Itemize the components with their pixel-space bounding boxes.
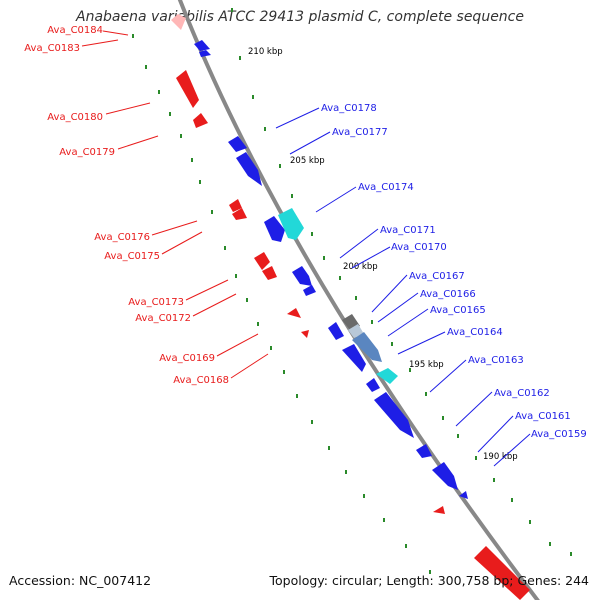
gene-arrow-reverse [176,70,199,108]
gene-arrow-reverse [254,252,270,270]
gene-arrow-reverse [229,199,242,212]
gene-label-forward[interactable]: Ava_C0166 [420,289,476,300]
gene-label-forward[interactable]: Ava_C0177 [332,127,388,138]
gene-arrow-forward [376,368,398,384]
gene-arrow-forward [199,50,211,57]
gene-label-forward[interactable]: Ava_C0174 [358,182,414,193]
gene-label-forward[interactable]: Ava_C0162 [494,388,550,399]
gene-label-forward[interactable]: Ava_C0170 [391,242,447,253]
gene-label-reverse[interactable]: Ava_C0172 [135,313,191,324]
scale-label-200: 200 kbp [343,262,378,272]
reverse-leader-lines [81,30,269,379]
gene-arrow-reverse [287,308,301,318]
gene-arrow-forward [228,136,247,152]
gene-label-reverse[interactable]: Ava_C0169 [159,353,215,364]
gene-arrow-forward [459,491,468,499]
tick-ring-inner [231,8,572,556]
topology-summary: Topology: circular; Length: 300,758 bp; … [269,573,590,588]
forward-genes [194,40,468,499]
gene-arrow-forward [416,444,432,458]
gene-label-forward[interactable]: Ava_C0171 [380,225,436,236]
gene-label-forward[interactable]: Ava_C0167 [409,271,465,282]
gene-arrow-forward [303,285,316,296]
accession-text: Accession: NC_007412 [9,573,152,588]
gene-arrow-forward [348,324,364,338]
gene-label-forward[interactable]: Ava_C0161 [515,411,571,422]
gene-arrow-reverse [262,266,277,280]
gene-arrow-reverse [232,208,247,220]
gene-arrow-forward [328,322,344,340]
gene-label-forward[interactable]: Ava_C0159 [531,429,587,440]
gene-label-reverse[interactable]: Ava_C0175 [104,251,160,262]
scale-label-195: 195 kbp [409,360,444,370]
forward-leader-lines [275,107,531,467]
gene-arrow-forward [342,344,366,372]
gene-label-reverse[interactable]: Ava_C0179 [59,147,115,158]
tick-ring-outer [132,34,431,574]
gene-label-reverse[interactable]: Ava_C0183 [24,43,80,54]
scale-label-205: 205 kbp [290,156,325,166]
gene-arrow-forward [432,462,458,490]
backbone-arc [177,0,540,600]
gene-label-reverse[interactable]: Ava_C0173 [128,297,184,308]
gene-label-reverse[interactable]: Ava_C0176 [94,232,150,243]
gene-arrow-forward [366,378,380,392]
gene-label-reverse[interactable]: Ava_C0180 [47,112,103,123]
gene-arrow-forward [264,216,285,242]
gene-arrow-forward [194,40,210,51]
scale-label-190: 190 kbp [483,452,518,462]
gene-label-forward[interactable]: Ava_C0178 [321,103,377,114]
gene-arrow-forward [292,266,312,286]
gene-arrow-forward [236,152,262,186]
reverse-genes [171,14,530,600]
gene-label-reverse[interactable]: Ava_C0168 [173,375,229,386]
gene-label-forward[interactable]: Ava_C0165 [430,305,486,316]
gene-label-reverse[interactable]: Ava_C0184 [47,25,103,36]
gene-label-forward[interactable]: Ava_C0163 [468,355,524,366]
gene-arrow-forward [374,392,414,438]
gene-arrow-reverse [193,113,208,128]
gene-arrow-reverse [433,506,445,514]
gene-arrow-forward [352,332,382,362]
gene-arrow-reverse [301,330,309,338]
gene-arrow-reverse [474,546,530,600]
gene-label-forward[interactable]: Ava_C0164 [447,327,503,338]
gene-arrow-forward [278,208,304,240]
gene-arrow-reverse [171,14,186,30]
scale-label-210: 210 kbp [248,47,283,57]
